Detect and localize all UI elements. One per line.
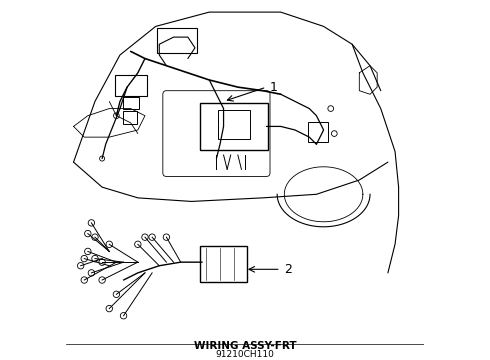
Circle shape (81, 255, 88, 262)
Circle shape (99, 156, 104, 161)
Text: WIRING ASSY-FRT: WIRING ASSY-FRT (194, 342, 296, 351)
Circle shape (328, 106, 334, 111)
Circle shape (77, 262, 84, 269)
Text: 1: 1 (270, 81, 278, 94)
Circle shape (135, 241, 141, 248)
Circle shape (106, 305, 113, 312)
Circle shape (85, 248, 91, 255)
Circle shape (142, 234, 148, 240)
Circle shape (121, 312, 127, 319)
Text: 2: 2 (284, 263, 292, 276)
Circle shape (81, 277, 88, 283)
Circle shape (88, 270, 95, 276)
Circle shape (88, 220, 95, 226)
Circle shape (85, 230, 91, 237)
Circle shape (149, 234, 155, 240)
Circle shape (92, 255, 98, 262)
Circle shape (92, 234, 98, 240)
Circle shape (99, 277, 105, 283)
Circle shape (114, 113, 119, 118)
Circle shape (163, 234, 170, 240)
Circle shape (99, 259, 105, 265)
Text: 91210CH110: 91210CH110 (216, 350, 274, 359)
Circle shape (106, 241, 113, 248)
Circle shape (113, 291, 120, 297)
Circle shape (331, 131, 337, 136)
